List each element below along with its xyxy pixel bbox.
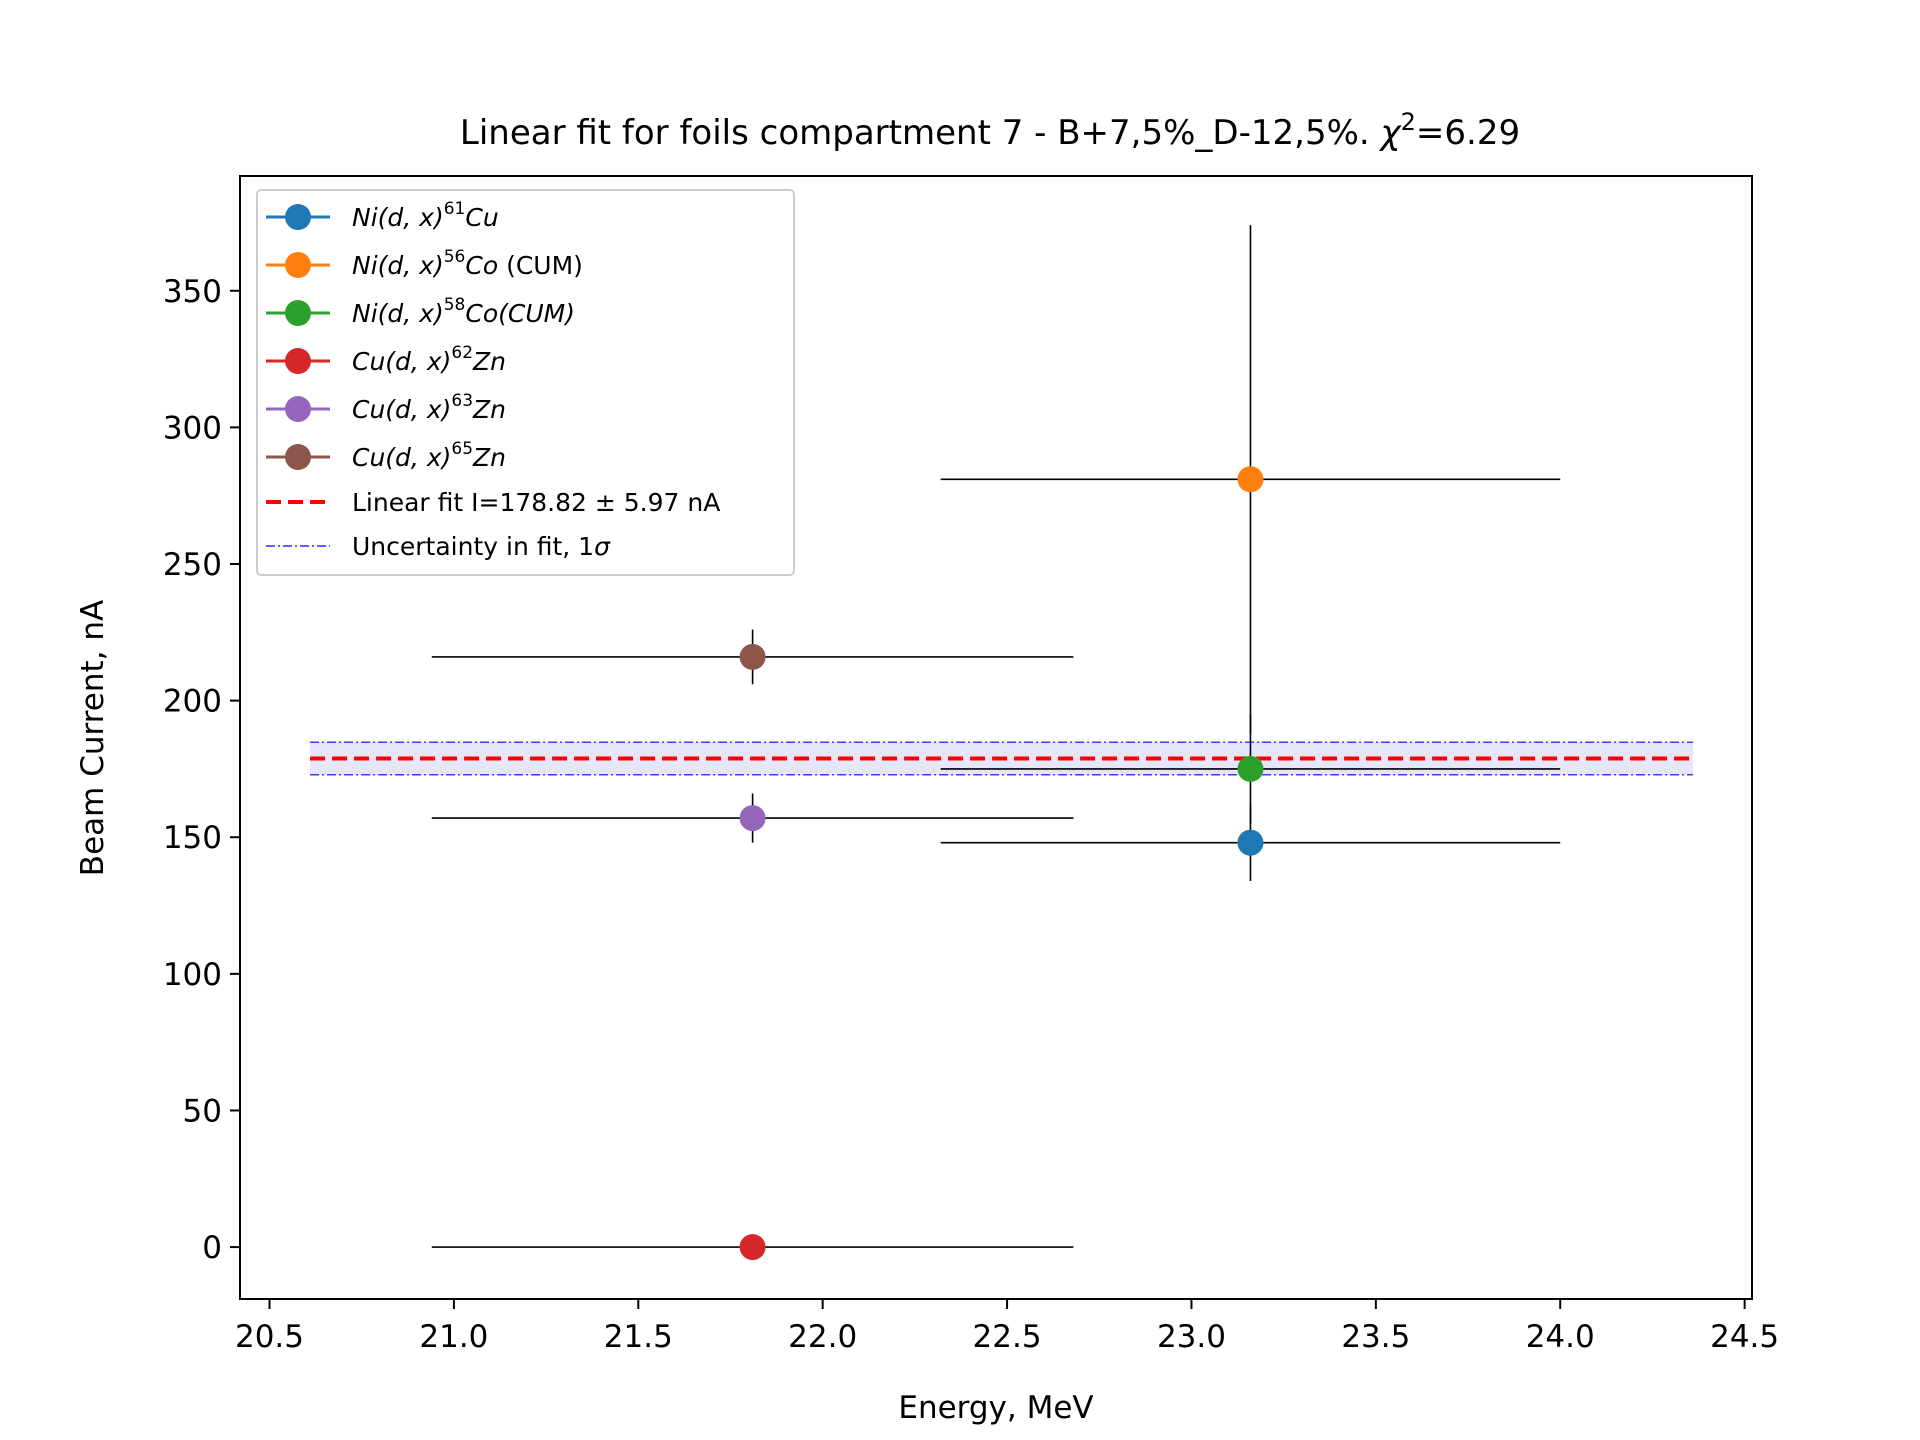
data-point-5 (739, 643, 766, 670)
legend-label-4: Cu(d, x)63Zn (352, 391, 506, 424)
marker-layer (739, 466, 1264, 1261)
legend-label-pre-1: Ni(d, x) (352, 251, 444, 280)
x-tick-label-8: 24.5 (1710, 1319, 1779, 1355)
legend-label-pre-0: Ni(d, x) (352, 203, 444, 232)
legend-label-sup-3: 62 (451, 343, 473, 363)
legend-label-pre-3: Cu(d, x) (352, 347, 451, 376)
legend-swatch-marker-5 (285, 444, 311, 470)
y-axis-ticks: 0 50 100 150 200 250 300 350 (163, 274, 240, 1266)
legend-label-3: Cu(d, x)62Zn (352, 343, 506, 376)
legend-label-post-4: Zn (472, 395, 506, 424)
legend-label-fit: Linear fit I=178.82 ± 5.97 nA (352, 488, 720, 517)
legend-label-post-1: Co (465, 251, 498, 280)
legend-swatch-marker-2 (285, 300, 311, 326)
legend-label-sup-0: 61 (444, 199, 466, 219)
legend-label-sup-2: 58 (444, 295, 466, 315)
x-axis-ticks: 20.5 21.0 21.5 22.0 22.5 23.0 23.5 24.0 24.5 (235, 1299, 1779, 1355)
chart-title-main: Linear fit for foils compartment 7 - B+7… (460, 113, 1381, 153)
y-tick-label-7: 350 (163, 274, 222, 310)
legend-label-uncertainty-sigma: σ (594, 532, 611, 561)
data-point-1 (1237, 466, 1264, 493)
chart-title-chi-sup: 2 (1401, 108, 1416, 136)
y-tick-label-3: 150 (163, 820, 222, 856)
legend-label-suffix-1: (CUM) (498, 251, 583, 280)
y-tick-label-2: 100 (163, 957, 222, 993)
legend-label-post-0: Cu (465, 203, 498, 232)
legend-frame (256, 189, 795, 576)
legend-label-0: Ni(d, x)61Cu (352, 199, 499, 232)
x-tick-label-5: 23.0 (1157, 1319, 1226, 1355)
legend-label-sup-4: 63 (451, 391, 473, 411)
x-tick-label-1: 21.0 (419, 1319, 488, 1355)
data-point-3 (739, 1234, 766, 1261)
legend-swatch-marker-1 (285, 252, 311, 278)
y-tick-label-1: 50 (183, 1093, 222, 1129)
chart-title-chi: χ (1379, 113, 1403, 153)
y-tick-label-5: 250 (163, 547, 222, 583)
legend-label-post-3: Zn (472, 347, 506, 376)
x-tick-label-4: 22.5 (973, 1319, 1042, 1355)
legend-label-uncertainty: Uncertainty in fit, 1σ (352, 532, 611, 561)
legend-label-post-5: Zn (472, 443, 506, 472)
chart-title: Linear fit for foils compartment 7 - B+7… (460, 108, 1520, 153)
legend-label-1: Ni(d, x)56Co (CUM) (352, 247, 583, 280)
data-point-2 (1237, 755, 1264, 782)
legend-label-uncertainty-text: Uncertainty in fit, 1 (352, 532, 594, 561)
legend-label-pre-4: Cu(d, x) (352, 395, 451, 424)
legend-label-pre-2: Ni(d, x) (352, 299, 444, 328)
y-tick-label-6: 300 (163, 410, 222, 446)
x-tick-label-3: 22.0 (788, 1319, 857, 1355)
x-tick-label-7: 24.0 (1526, 1319, 1595, 1355)
legend-label-post-2: Co(CUM) (465, 299, 575, 328)
legend-label-5: Cu(d, x)65Zn (352, 439, 506, 472)
legend-label-2: Ni(d, x)58Co(CUM) (352, 295, 575, 328)
legend-swatch-marker-3 (285, 348, 311, 374)
plot-area-frame (239, 175, 1753, 1300)
y-tick-label-0: 0 (202, 1230, 222, 1266)
legend-label-sup-5: 65 (451, 439, 473, 459)
chart-title-chi-value: =6.29 (1416, 113, 1520, 153)
x-axis-label: Energy, MeV (898, 1390, 1093, 1426)
legend-label-sup-1: 56 (444, 247, 466, 267)
legend-label-pre-5: Cu(d, x) (352, 443, 451, 472)
legend-swatch-marker-0 (285, 204, 311, 230)
data-point-0 (1237, 829, 1264, 856)
x-tick-label-6: 23.5 (1341, 1319, 1410, 1355)
x-tick-label-0: 20.5 (235, 1319, 304, 1355)
y-tick-label-4: 200 (163, 684, 222, 720)
legend-swatch-marker-4 (285, 396, 311, 422)
data-point-4 (739, 805, 766, 832)
y-axis-label: Beam Current, nA (75, 600, 111, 876)
x-tick-label-2: 21.5 (604, 1319, 673, 1355)
